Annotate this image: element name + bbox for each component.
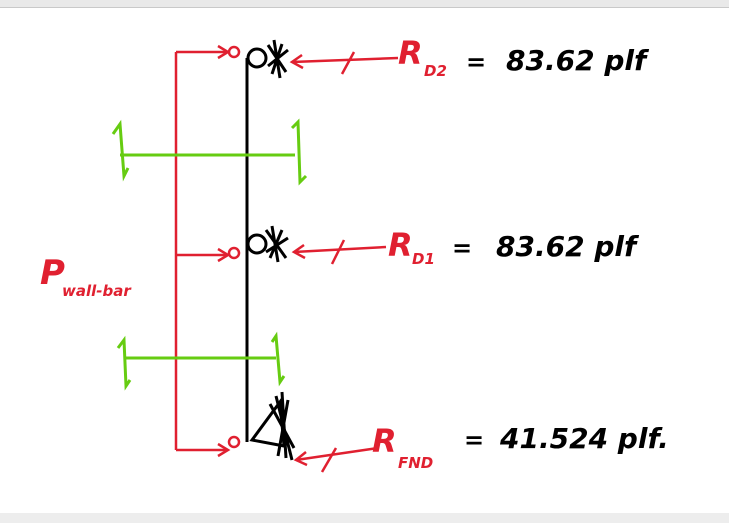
svg-text:=: = <box>464 426 484 454</box>
top-border <box>0 0 729 8</box>
svg-text:41.524 plf.: 41.524 plf. <box>499 422 669 455</box>
reaction-arrow-d2 <box>289 51 399 75</box>
bottom-border <box>0 513 729 523</box>
svg-text:=: = <box>466 48 486 76</box>
svg-text:FND: FND <box>398 454 433 472</box>
reaction-label-fnd: R FND = 41.524 plf. <box>372 422 669 472</box>
svg-text:P: P <box>40 253 65 293</box>
svg-text:D1: D1 <box>412 250 435 268</box>
support-d2 <box>246 39 289 79</box>
svg-text:=: = <box>452 234 472 262</box>
load-bracket <box>174 44 241 458</box>
reaction-label-d2: R D2 = 83.62 plf <box>398 34 650 80</box>
svg-text:D2: D2 <box>424 62 447 80</box>
support-d1 <box>246 225 289 263</box>
svg-text:wall-bar: wall-bar <box>62 282 132 300</box>
svg-text:R: R <box>388 226 413 264</box>
reaction-arrow-d1 <box>291 239 387 265</box>
wall-pressure-label: P wall-bar <box>40 253 132 300</box>
svg-text:83.62 plf: 83.62 plf <box>506 44 650 77</box>
svg-text:83.62 plf: 83.62 plf <box>496 230 640 263</box>
support-fnd <box>249 391 296 461</box>
reaction-arrow-fnd <box>293 446 379 473</box>
span-upper <box>111 118 308 186</box>
svg-text:R: R <box>398 34 423 72</box>
span-lower <box>116 331 286 391</box>
reaction-label-d1: R D1 = 83.62 plf <box>388 226 640 268</box>
svg-text:R: R <box>372 422 397 460</box>
